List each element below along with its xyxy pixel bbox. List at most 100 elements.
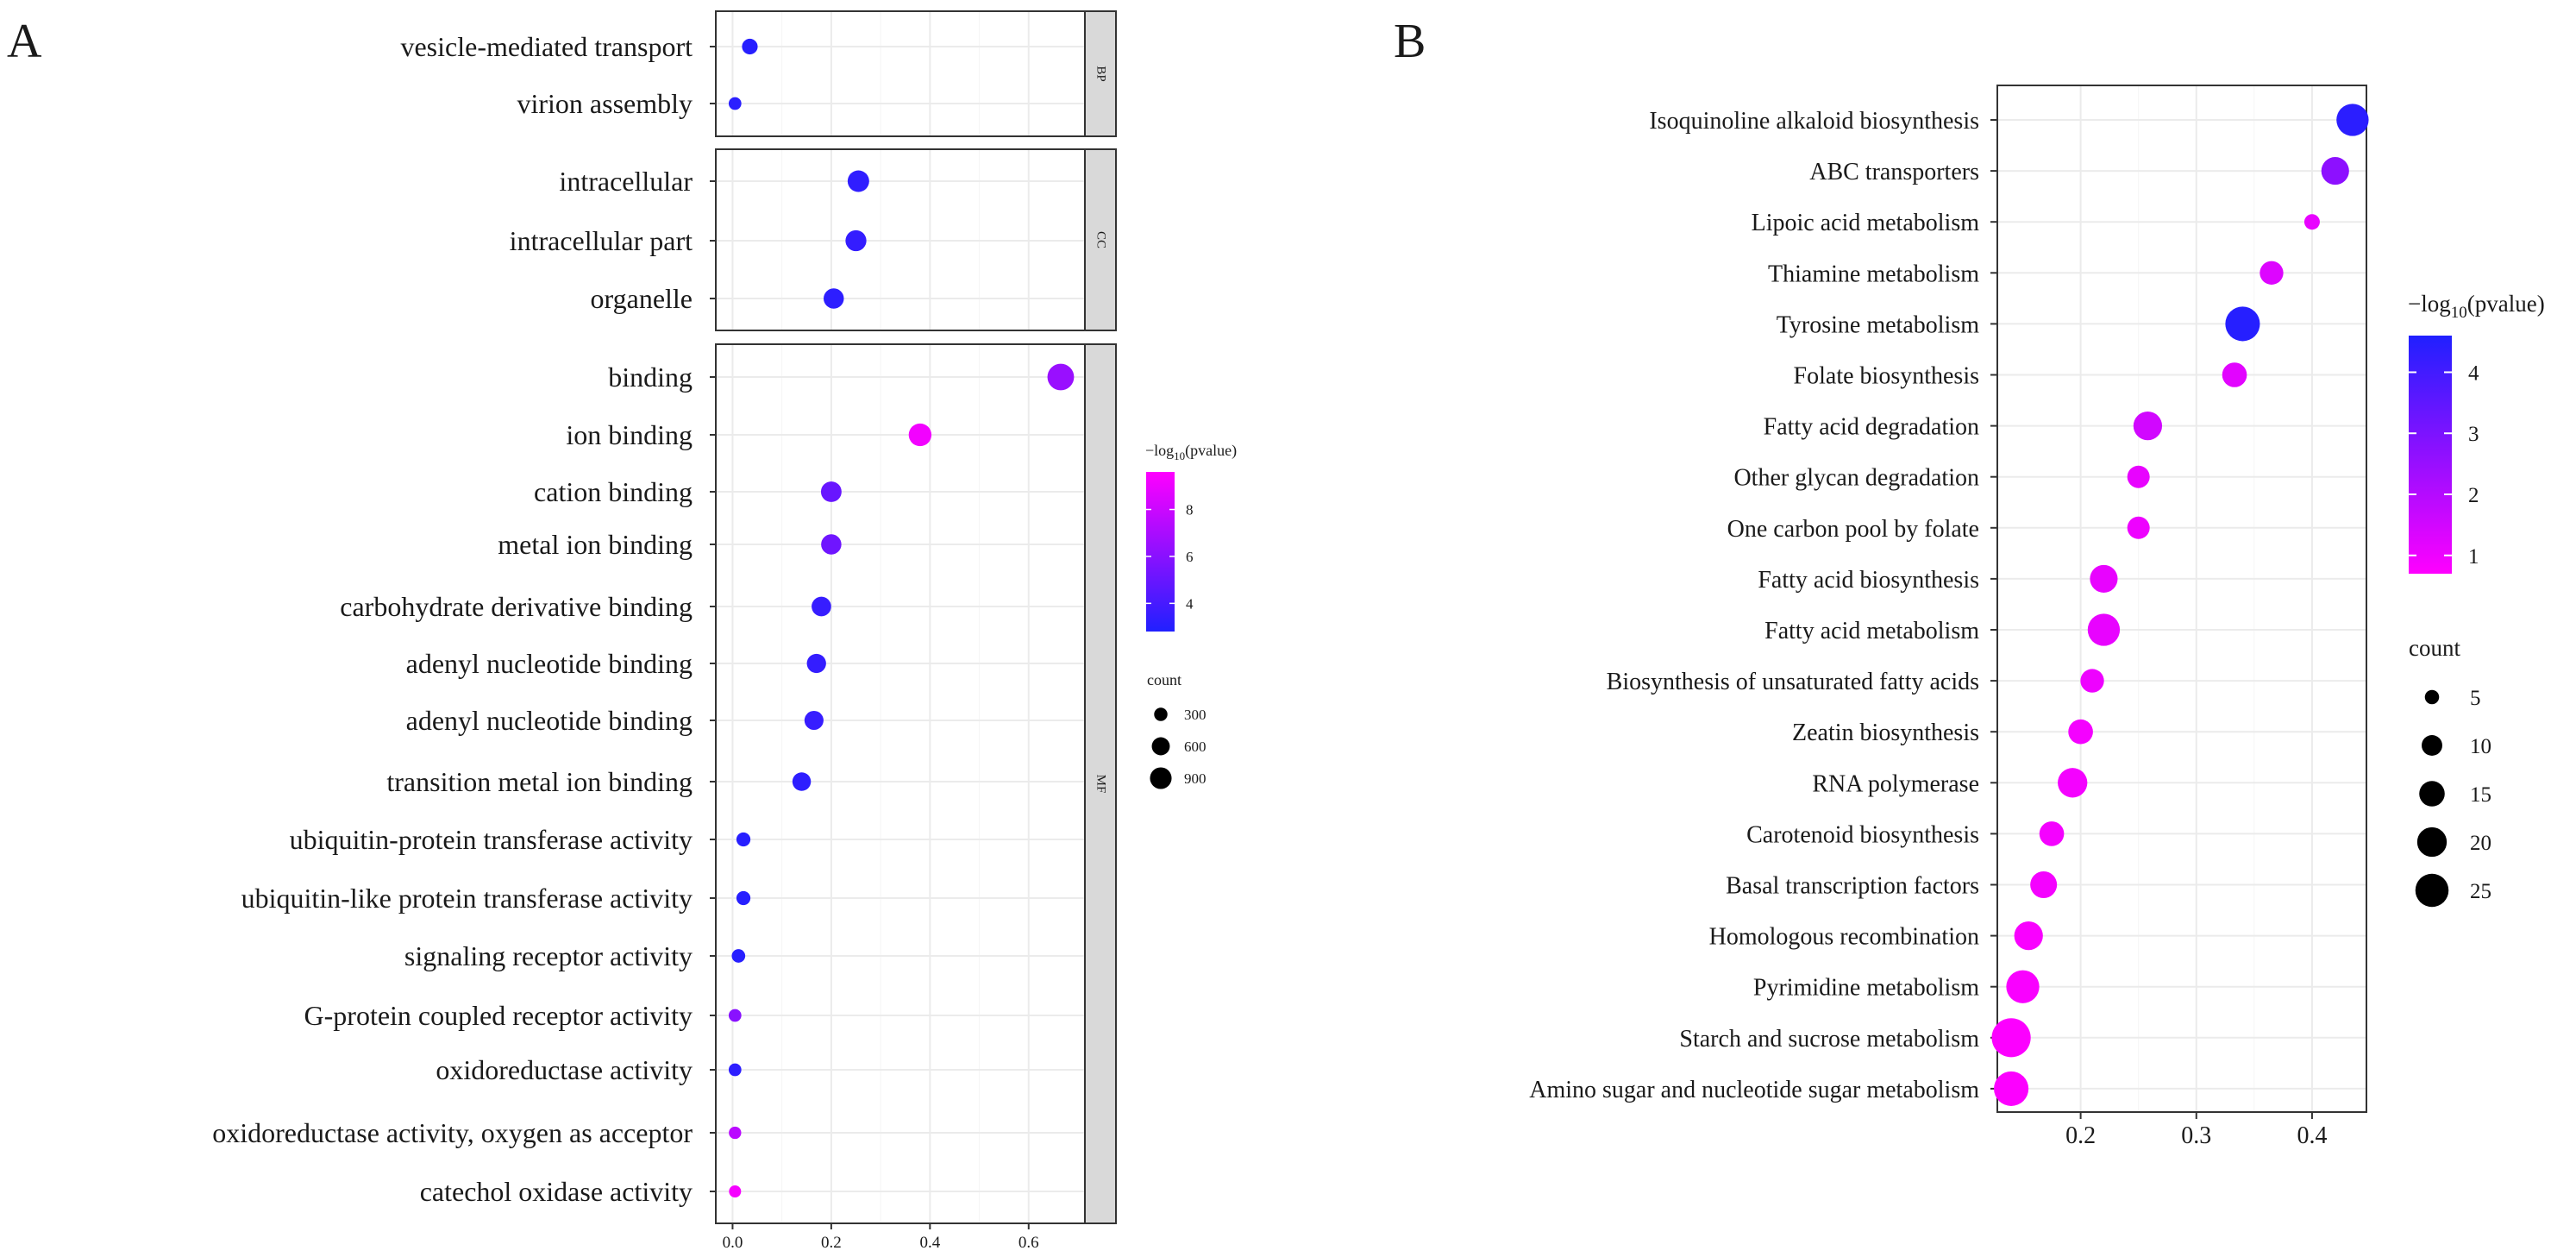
size-key-dot bbox=[1154, 707, 1168, 721]
data-point bbox=[729, 1126, 742, 1140]
y-tick-label: RNA polymerase bbox=[1812, 770, 1979, 797]
data-point bbox=[2006, 970, 2040, 1003]
size-key-label: 5 bbox=[2470, 687, 2481, 710]
data-point bbox=[728, 97, 742, 110]
y-tick-label: binding bbox=[608, 361, 693, 393]
size-key-dot bbox=[2424, 689, 2440, 705]
y-tick-label: transition metal ion binding bbox=[386, 766, 693, 797]
data-point bbox=[1994, 1071, 2029, 1106]
y-tick-label: Biosynthesis of unsaturated fatty acids bbox=[1607, 669, 1979, 695]
size-key-dot bbox=[2419, 781, 2445, 807]
data-point bbox=[806, 653, 826, 674]
data-point bbox=[1991, 1018, 2031, 1058]
panel-a-size-legend-title: count bbox=[1147, 671, 1181, 688]
y-tick-label: Tyrosine metabolism bbox=[1777, 311, 1979, 338]
data-point bbox=[2127, 465, 2150, 488]
x-tick-label: 0.6 bbox=[1018, 1234, 1039, 1252]
data-point bbox=[847, 170, 869, 192]
size-key-label: 10 bbox=[2470, 735, 2491, 758]
data-point bbox=[2303, 214, 2320, 230]
facet-strip bbox=[1084, 343, 1117, 1224]
y-tick-label: adenyl nucleotide binding bbox=[406, 705, 693, 736]
data-point bbox=[2259, 261, 2284, 285]
panel-a-color-legend-title: −log10(pvalue) bbox=[1145, 442, 1237, 462]
y-tick-label: Homologous recombination bbox=[1709, 924, 1979, 951]
facet-panel-bg bbox=[716, 11, 1085, 136]
data-point bbox=[2127, 516, 2150, 539]
panel-a-label: A bbox=[7, 15, 42, 68]
panel-a-plot: BP vesicle-mediated transport virion assem… bbox=[212, 10, 1117, 1252]
data-point bbox=[812, 596, 831, 617]
y-tick-label: Isoquinoline alkaloid biosynthesis bbox=[1649, 108, 1979, 135]
x-tick-label: 0.3 bbox=[2181, 1122, 2211, 1149]
size-key-dot bbox=[2416, 826, 2448, 858]
color-tick-label: 4 bbox=[1186, 595, 1194, 612]
data-point bbox=[804, 710, 824, 731]
y-tick-label: metal ion binding bbox=[498, 529, 693, 560]
size-key-dot bbox=[1150, 767, 1172, 789]
data-point bbox=[728, 1009, 742, 1022]
y-tick-label: Fatty acid degradation bbox=[1764, 414, 1979, 441]
data-point bbox=[2336, 104, 2369, 136]
y-tick-label: virion assembly bbox=[517, 88, 693, 119]
y-tick-label: Other glycan degradation bbox=[1733, 465, 1979, 492]
panel-a-color-bar bbox=[1146, 472, 1175, 632]
data-point bbox=[742, 38, 758, 55]
facet-mf: MF binding ion binding cation binding metal … bbox=[212, 343, 1117, 1224]
data-point bbox=[824, 288, 844, 309]
x-tick-label: 0.4 bbox=[919, 1234, 940, 1252]
data-point bbox=[736, 890, 751, 906]
plot-border bbox=[1996, 85, 2367, 1113]
color-tick-label: 2 bbox=[2468, 484, 2479, 507]
panel-a-color-ticks: 8 6 4 bbox=[1146, 502, 1194, 612]
y-tick-label: intracellular bbox=[559, 166, 693, 197]
data-point bbox=[820, 481, 842, 502]
y-tick-label: Carotenoid biosynthesis bbox=[1746, 821, 1979, 848]
size-key-label: 15 bbox=[2470, 783, 2491, 807]
size-key-label: 900 bbox=[1184, 770, 1207, 787]
data-point bbox=[2321, 157, 2349, 185]
panel-b-legend: −log10(pvalue) 4 3 2 1 count 5 10 15 20 25 bbox=[2408, 291, 2545, 908]
data-point bbox=[2090, 564, 2118, 593]
y-tick-label: catechol oxidase activity bbox=[420, 1176, 693, 1207]
y-tick-label: oxidoreductase activity, oxygen as accep… bbox=[212, 1117, 693, 1148]
size-key-label: 300 bbox=[1184, 707, 1207, 723]
panel-a-go-enrichment: A BP vesicle-mediated transport virion ass… bbox=[7, 10, 1237, 1252]
data-point bbox=[2068, 719, 2093, 745]
x-tick-label: 0.0 bbox=[723, 1234, 743, 1252]
data-point bbox=[729, 1185, 742, 1197]
panel-b-kegg-enrichment: B Isoquinoline alkaloid biosynthesis ABC … bbox=[1394, 15, 2545, 1149]
x-tick-label: 0.2 bbox=[2065, 1122, 2096, 1149]
y-tick-label: intracellular part bbox=[510, 225, 693, 256]
facet-cc: CC intracellular intracellular part organel… bbox=[510, 148, 1117, 331]
facet-strip bbox=[1084, 148, 1117, 331]
size-key-label: 25 bbox=[2470, 880, 2491, 903]
panel-b-color-ticks: 4 3 2 1 bbox=[2409, 361, 2479, 569]
data-point bbox=[908, 423, 932, 447]
y-tick-label: ABC transporters bbox=[1809, 159, 1979, 185]
color-tick-label: 3 bbox=[2468, 423, 2479, 446]
data-point bbox=[2058, 768, 2088, 798]
y-tick-label: G-protein coupled receptor activity bbox=[304, 1000, 693, 1031]
y-tick-label: vesicle-mediated transport bbox=[400, 31, 693, 62]
data-point bbox=[2030, 870, 2058, 899]
y-tick-label: Fatty acid metabolism bbox=[1764, 618, 1979, 644]
color-tick-label: 8 bbox=[1186, 502, 1194, 519]
y-tick-label: ubiquitin-protein transferase activity bbox=[290, 824, 693, 855]
facet-strip bbox=[1084, 10, 1117, 137]
panel-b-size-keys: 5 10 15 20 25 bbox=[2415, 687, 2491, 908]
y-tick-label: Starch and sucrose metabolism bbox=[1679, 1026, 1979, 1053]
panel-a-legend: −log10(pvalue) 8 6 4 count 300 600 900 bbox=[1145, 442, 1237, 789]
data-point bbox=[2080, 669, 2104, 693]
facet-bp: BP vesicle-mediated transport virion assem… bbox=[400, 10, 1117, 137]
size-key-label: 600 bbox=[1184, 738, 1207, 755]
panel-b-plot: Isoquinoline alkaloid biosynthesis ABC tr… bbox=[1529, 85, 2369, 1149]
y-tick-label: cation binding bbox=[534, 476, 693, 507]
y-tick-label: One carbon pool by folate bbox=[1727, 516, 1979, 543]
y-tick-label: Zeatin biosynthesis bbox=[1792, 720, 1979, 746]
panel-b-color-legend-title: −log10(pvalue) bbox=[2408, 291, 2545, 322]
data-point bbox=[2014, 921, 2043, 951]
y-tick-label: Fatty acid biosynthesis bbox=[1758, 567, 1979, 594]
size-key-dot bbox=[2415, 873, 2449, 908]
